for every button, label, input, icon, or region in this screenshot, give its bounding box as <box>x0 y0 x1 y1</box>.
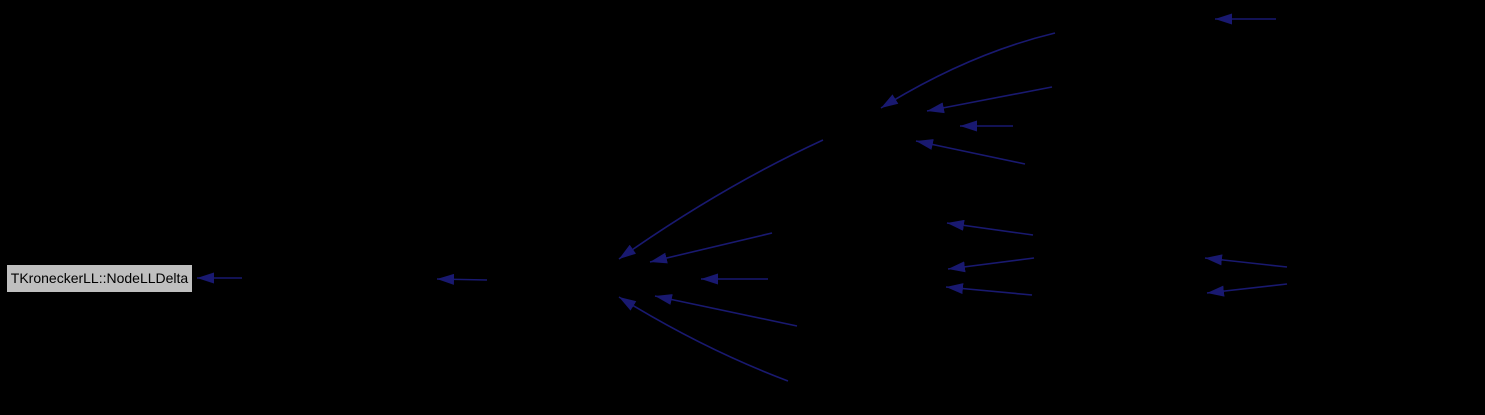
graph-edge <box>618 139 824 260</box>
graph-edge <box>618 296 789 382</box>
graph-node-root-label: TKroneckerLL::NodeLLDelta <box>10 270 189 286</box>
graph-edge <box>1206 283 1288 297</box>
graph-edge <box>915 139 1026 165</box>
graph-edge <box>654 294 798 327</box>
graph-edge <box>436 273 488 285</box>
graph-edge <box>880 32 1056 109</box>
graph-edge <box>926 86 1053 114</box>
graph-node-root: TKroneckerLL::NodeLLDelta <box>6 264 193 293</box>
graph-edge <box>947 257 1035 273</box>
graph-edge <box>946 219 1034 236</box>
graph-edge <box>649 232 773 264</box>
graph-edge <box>1204 254 1288 268</box>
graph-edge <box>945 283 1033 296</box>
